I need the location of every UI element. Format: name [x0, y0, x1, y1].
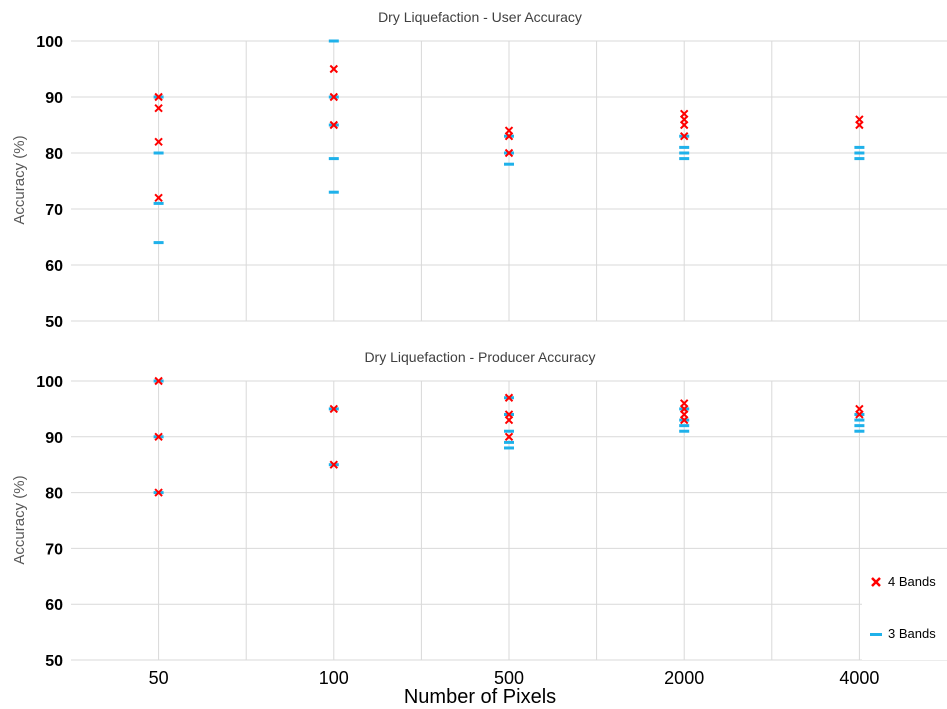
y-tick-label: 50: [45, 653, 63, 670]
user-accuracy-panel: Dry Liquefaction - User Accuracy Accurac…: [11, 9, 947, 331]
y-tick-label: 70: [45, 202, 63, 219]
data-point-4-bands: [504, 393, 514, 402]
data-point-3-bands: [328, 157, 339, 161]
data-point-4-bands: [154, 488, 163, 497]
data-point-4-bands: [329, 120, 339, 130]
data-point-3-bands: [679, 429, 690, 433]
data-point-4-bands: [679, 415, 689, 425]
data-point-3-bands: [504, 440, 514, 444]
legend-label-3-bands: 3 Bands: [888, 626, 936, 641]
data-point-4-bands: [154, 103, 163, 113]
data-point-3-bands: [679, 157, 690, 161]
data-point-3-bands: [854, 429, 865, 433]
legend-label-4-bands: 4 Bands: [888, 574, 936, 589]
x-axis-label: Number of Pixels: [404, 686, 556, 708]
data-point-4-bands: [504, 432, 514, 442]
y-tick-label: 60: [45, 258, 63, 275]
x-tick-label: 50: [149, 668, 169, 688]
data-point-4-bands: [329, 92, 339, 102]
data-point-4-bands: [154, 376, 163, 386]
dash-marker-icon: [870, 632, 882, 636]
data-point-3-bands: [854, 424, 865, 428]
data-point-3-bands: [854, 157, 865, 161]
data-point-3-bands: [679, 151, 690, 155]
data-point-4-bands: [679, 131, 689, 141]
data-point-3-bands: [854, 145, 865, 149]
producer-accuracy-ylabel: Accuracy (%): [11, 475, 28, 564]
y-tick-label: 80: [45, 146, 63, 163]
data-point-3-bands: [504, 162, 514, 166]
y-tick-label: 70: [45, 541, 63, 558]
data-point-3-bands: [504, 446, 514, 450]
data-point-3-bands: [679, 424, 690, 428]
y-tick-label: 80: [45, 486, 63, 503]
y-tick-label: 50: [45, 314, 63, 331]
data-point-3-bands: [679, 145, 690, 149]
data-point-4-bands: [154, 432, 163, 442]
data-point-3-bands: [328, 39, 339, 43]
legend-item-3-bands: 3 Bands: [870, 626, 936, 641]
data-point-3-bands: [504, 429, 514, 433]
data-point-3-bands: [328, 190, 339, 194]
y-tick-label: 60: [45, 597, 63, 614]
data-point-4-bands: [504, 131, 514, 141]
data-point-3-bands: [854, 418, 865, 422]
legend: 4 Bands 3 Bands: [862, 560, 947, 660]
data-point-3-bands: [854, 151, 865, 155]
data-point-4-bands: [154, 193, 163, 203]
data-point-3-bands: [153, 151, 164, 155]
data-point-4-bands: [855, 120, 864, 130]
data-point-4-bands: [504, 148, 514, 158]
data-point-4-bands: [504, 415, 514, 425]
y-tick-label: 100: [36, 34, 63, 51]
data-point-3-bands: [153, 241, 164, 245]
y-tick-label: 90: [45, 90, 63, 107]
data-point-4-bands: [679, 120, 689, 130]
producer-accuracy-title: Dry Liquefaction - Producer Accuracy: [364, 349, 595, 365]
user-accuracy-title: Dry Liquefaction - User Accuracy: [378, 9, 582, 25]
legend-item-4-bands: 4 Bands: [870, 574, 936, 589]
user-accuracy-ylabel: Accuracy (%): [11, 135, 28, 224]
data-point-3-bands: [153, 201, 164, 205]
data-point-4-bands: [154, 137, 163, 147]
producer-accuracy-panel: Dry Liquefaction - Producer Accuracy Acc…: [11, 349, 947, 708]
y-tick-label: 90: [45, 430, 63, 447]
y-tick-label: 100: [36, 374, 63, 391]
x-tick-label: 2000: [664, 668, 704, 688]
x-marker-icon: [871, 576, 881, 587]
data-point-4-bands: [154, 92, 163, 102]
x-tick-label: 4000: [839, 668, 879, 688]
data-point-4-bands: [329, 460, 339, 469]
data-point-4-bands: [329, 404, 339, 414]
x-tick-label: 500: [494, 668, 524, 688]
data-point-4-bands: [329, 64, 339, 74]
x-tick-label: 100: [319, 668, 349, 688]
data-point-4-bands: [855, 410, 864, 419]
